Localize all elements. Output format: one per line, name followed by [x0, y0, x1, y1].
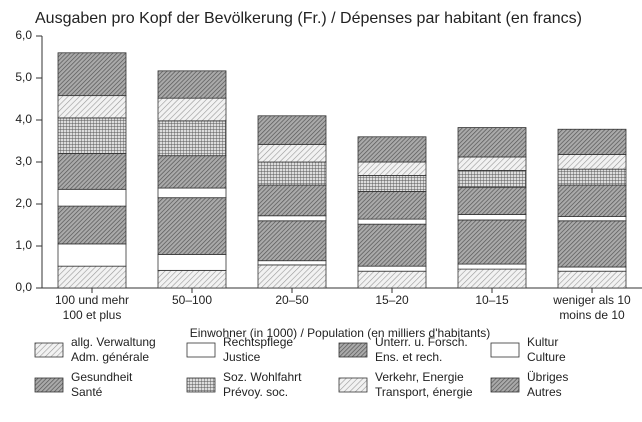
bar-segment [57, 52, 127, 97]
bar-segment [57, 95, 127, 119]
bar-segment [357, 218, 427, 225]
legend-label: Santé [71, 385, 103, 399]
chart-title: Ausgaben pro Kopf der Bevölkerung (Fr.) … [35, 10, 582, 27]
legend-label: Autres [527, 385, 562, 399]
bar-segment [357, 161, 427, 176]
legend-label: Kultur [527, 335, 558, 349]
bar-segment [457, 156, 527, 171]
bar-segment [357, 136, 427, 163]
bar-segment [257, 260, 327, 266]
y-tick-label: 2,0 [15, 196, 32, 210]
bar-segment [57, 265, 127, 289]
bar-segment [57, 117, 127, 155]
y-tick-label: 5,0 [15, 70, 32, 84]
legend-label: Rechtspflege [223, 335, 293, 349]
y-tick-label: 3,0 [15, 154, 32, 168]
bar-segment [457, 219, 527, 265]
legend-swatch [186, 342, 216, 358]
bar-segment [357, 175, 427, 192]
bar-segment [157, 155, 227, 189]
bar-segment [557, 266, 627, 272]
x-tick-label: moins de 10 [559, 308, 625, 322]
legend-label: Gesundheit [71, 370, 133, 384]
bar-segment [157, 269, 227, 289]
bar-segment [157, 197, 227, 255]
legend-swatch [186, 377, 216, 393]
bar-segment [557, 128, 627, 155]
bar-segment [257, 215, 327, 222]
legend-swatch [338, 342, 368, 358]
bar-segment [157, 70, 227, 99]
bar-segment [557, 184, 627, 218]
bar-segment [557, 220, 627, 268]
bar-segment [357, 223, 427, 267]
bar-segment [357, 265, 427, 272]
legend-label: Unterr. u. Forsch. [375, 335, 468, 349]
legend-swatch [34, 377, 64, 393]
bar-segment [157, 253, 227, 271]
bar-segment [157, 97, 227, 122]
bar-segment [157, 120, 227, 157]
legend-swatch [338, 377, 368, 393]
legend-label: Ens. et rech. [375, 350, 442, 364]
bar-segment [457, 127, 527, 158]
legend-label: Culture [527, 350, 566, 364]
bar-segment [257, 264, 327, 289]
bar-segment [457, 186, 527, 215]
bar-segment [57, 153, 127, 190]
legend-label: Transport, énergie [375, 385, 473, 399]
y-tick-label: 6,0 [15, 28, 32, 42]
bar-segment [57, 243, 127, 267]
bar-segment [57, 188, 127, 207]
bar-segment [457, 214, 527, 221]
bar-segment [557, 168, 627, 186]
bar-segment [457, 263, 527, 270]
bar-segment [557, 154, 627, 170]
bar-segment [557, 216, 627, 222]
x-tick-label: 100 et plus [63, 308, 122, 322]
bar-segment [257, 143, 327, 163]
y-tick-label: 1,0 [15, 238, 32, 252]
bar-segment [257, 115, 327, 145]
bar-segment [457, 169, 527, 188]
legend-label: Verkehr, Energie [375, 370, 464, 384]
bar-segment [257, 220, 327, 262]
x-tick-label: 20–50 [275, 293, 309, 307]
legend-label: Soz. Wohlfahrt [223, 370, 302, 384]
legend-swatch [34, 342, 64, 358]
bar-segment [257, 161, 327, 186]
legend-label: Adm. générale [71, 350, 149, 364]
x-tick-label: 10–15 [475, 293, 509, 307]
legend-label: Übriges [527, 370, 568, 384]
y-tick-label: 0,0 [15, 280, 32, 294]
bar-segment [357, 190, 427, 220]
bar-segment [357, 270, 427, 289]
x-axis-label: Einwohner (in 1000) / Population (en mil… [190, 326, 490, 340]
bar-segment [557, 270, 627, 289]
legend-swatch [490, 342, 520, 358]
x-tick-label: 15–20 [375, 293, 409, 307]
bar-segment [157, 187, 227, 199]
legend-swatch [490, 377, 520, 393]
legend-label: allg. Verwaltung [71, 335, 156, 349]
x-tick-label: weniger als 10 [552, 293, 631, 307]
bar-segment [257, 184, 327, 217]
bar-segment [57, 205, 127, 245]
y-tick-label: 4,0 [15, 112, 32, 126]
x-tick-label: 100 und mehr [55, 293, 129, 307]
bar-segment [457, 268, 527, 289]
x-tick-label: 50–100 [172, 293, 212, 307]
legend-label: Prévoy. soc. [223, 385, 288, 399]
legend-label: Justice [223, 350, 261, 364]
